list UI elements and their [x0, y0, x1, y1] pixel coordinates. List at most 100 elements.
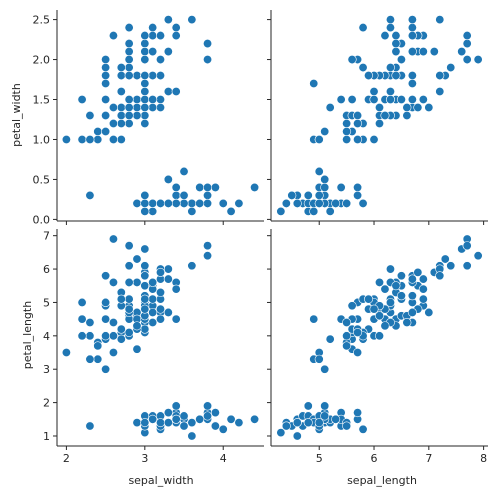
scatter-point: [325, 206, 335, 216]
scatter-point: [124, 111, 134, 121]
scatter-point: [148, 198, 158, 208]
scatter-point: [124, 241, 134, 251]
scatter-point: [391, 281, 401, 291]
scatter-point: [424, 103, 434, 113]
scatter-point: [314, 190, 324, 200]
scatter-point: [234, 418, 244, 428]
scatter-point: [148, 47, 158, 57]
scatter-point: [140, 281, 150, 291]
y-axis-label-petal_length: petal_length: [21, 301, 34, 369]
scatter-point: [407, 23, 417, 33]
scatter-point: [462, 31, 472, 41]
scatter-point: [163, 264, 173, 274]
scatter-point: [132, 95, 142, 105]
scatter-point: [429, 47, 439, 57]
scatter-point: [140, 198, 150, 208]
scatter-point: [396, 55, 406, 65]
scatter-point: [124, 103, 134, 113]
scatter-point: [358, 424, 368, 434]
scatter-point: [418, 274, 428, 284]
scatter-point: [281, 198, 291, 208]
scatter-point: [85, 317, 95, 327]
scatter-point: [347, 301, 357, 311]
y-tick-label: 0.5: [33, 173, 51, 186]
scatter-point: [116, 118, 126, 128]
y-tick-label: 2.0: [33, 54, 51, 67]
scatter-point: [77, 331, 87, 341]
scatter-point: [374, 277, 384, 287]
scatter-point: [140, 55, 150, 65]
scatter-point: [108, 317, 118, 327]
scatter-point: [462, 55, 472, 65]
scatter-point: [156, 418, 166, 428]
scatter-point: [116, 103, 126, 113]
scatter-point: [124, 63, 134, 73]
scatter-point: [342, 118, 352, 128]
scatter-point: [336, 182, 346, 192]
scatter-point: [203, 401, 213, 411]
scatter-point: [418, 284, 428, 294]
y-tick-label: 1: [43, 430, 50, 443]
scatter-point: [124, 118, 134, 128]
scatter-point: [148, 307, 158, 317]
scatter-point: [210, 182, 220, 192]
scatter-point: [116, 71, 126, 81]
scatter-point: [156, 198, 166, 208]
scatter-point: [385, 297, 395, 307]
scatter-point: [364, 294, 374, 304]
scatter-point: [353, 190, 363, 200]
x-tick-label: 6: [371, 452, 378, 465]
scatter-point: [402, 317, 412, 327]
scatter-point: [325, 334, 335, 344]
scatter-point: [85, 190, 95, 200]
scatter-point: [369, 95, 379, 105]
scatter-point: [163, 174, 173, 184]
scatter-point: [462, 261, 472, 271]
y-tick-label: 6: [43, 263, 50, 276]
scatter-point: [171, 23, 181, 33]
scatter-point: [148, 414, 158, 424]
scatter-point: [435, 15, 445, 25]
scatter-point: [203, 39, 213, 49]
scatter-point: [331, 414, 341, 424]
scatter-point: [148, 317, 158, 327]
scatter-point: [407, 274, 417, 284]
scatter-point: [148, 71, 158, 81]
scatter-point: [320, 364, 330, 374]
scatter-point: [163, 408, 173, 418]
scatter-point: [108, 331, 118, 341]
scatter-point: [320, 126, 330, 136]
scatter-point: [347, 95, 357, 105]
panel-sepal_width-vs-petal_width: 0.0 0.5 1.0 1.5 2.0 2.5: [33, 10, 264, 226]
scatter-point: [116, 134, 126, 144]
scatter-point: [446, 63, 456, 73]
scatter-point: [163, 307, 173, 317]
scatter-point: [148, 31, 158, 41]
scatter-point: [385, 63, 395, 73]
scatter-point: [171, 314, 181, 324]
scatter-points-sepal_width-vs-petal_length: [61, 234, 260, 441]
scatter-point: [407, 15, 417, 25]
scatter-point: [303, 401, 313, 411]
scatter-point: [132, 277, 142, 287]
scatter-point: [407, 71, 417, 81]
scatter-point: [358, 63, 368, 73]
scatter-point: [353, 182, 363, 192]
scatter-point: [320, 411, 330, 421]
scatter-point: [61, 134, 71, 144]
scatter-point: [292, 418, 302, 428]
scatter-point: [124, 327, 134, 337]
scatter-point: [407, 31, 417, 41]
scatter-point: [187, 261, 197, 271]
scatter-point: [171, 284, 181, 294]
scatter-point: [85, 421, 95, 431]
scatter-point: [187, 15, 197, 25]
scatter-point: [124, 71, 134, 81]
scatter-point: [140, 95, 150, 105]
scatter-point: [93, 341, 103, 351]
scatter-point: [148, 95, 158, 105]
scatter-point: [374, 311, 384, 321]
scatter-point: [77, 95, 87, 105]
scatter-point: [369, 304, 379, 314]
panel-sepal_length-vs-petal_length: 5 6 7 8: [267, 229, 488, 465]
